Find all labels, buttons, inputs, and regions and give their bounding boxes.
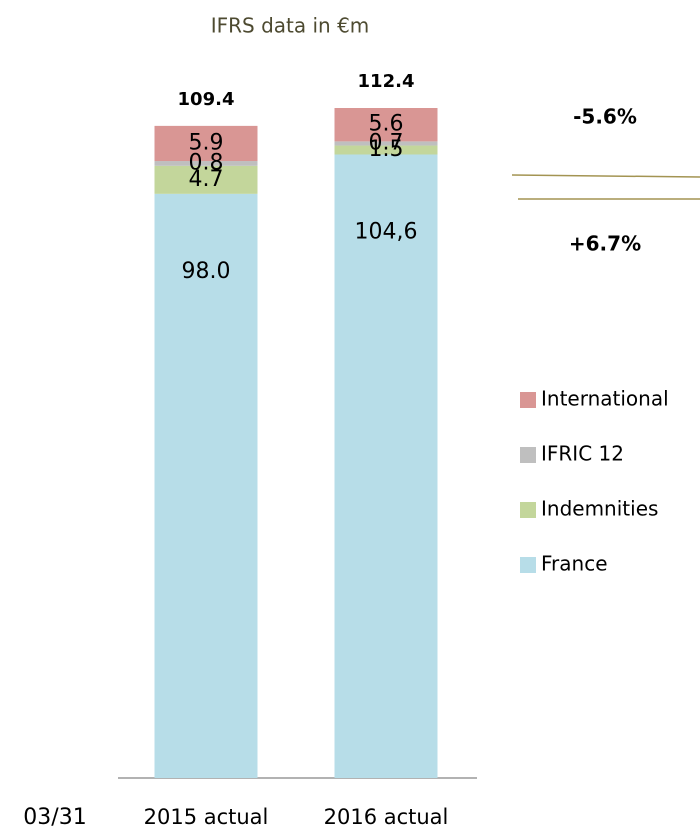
data-label: 0.7 [369,130,404,155]
bar-segment [334,145,438,155]
legend-swatch [520,557,536,573]
data-label: 5.6 [369,112,404,137]
bar-segment [154,193,258,778]
bar-segment [154,161,258,166]
data-label: 4.7 [189,167,224,192]
bar-segment [154,125,258,162]
data-label: 1.5 [369,137,404,162]
total-label: 112.4 [358,71,415,92]
legend-label: International [541,387,669,411]
data-label: 0.8 [189,150,224,175]
bar-segment [334,108,438,142]
annotation: -5.6% [573,105,637,129]
legend-label: IFRIC 12 [541,442,624,466]
legend-swatch [520,392,536,408]
total-label: 109.4 [178,89,235,110]
page-label: 03/31 [23,805,86,830]
bar-segment [154,165,258,194]
data-label: 98.0 [182,259,231,284]
connector-line [511,174,700,178]
x-tick-label: 2016 actual [324,805,449,829]
x-tick-label: 2015 actual [144,805,269,829]
bar-segment [334,141,438,146]
legend-label: France [541,552,608,576]
legend-label: Indemnities [541,497,658,521]
annotation: +6.7% [569,232,641,256]
legend-swatch [520,502,536,518]
legend-swatch [520,447,536,463]
chart-title: IFRS data in €m [211,14,370,38]
data-label: 104,6 [355,219,418,244]
data-label: 5.9 [189,130,224,155]
bar-segment [334,154,438,779]
